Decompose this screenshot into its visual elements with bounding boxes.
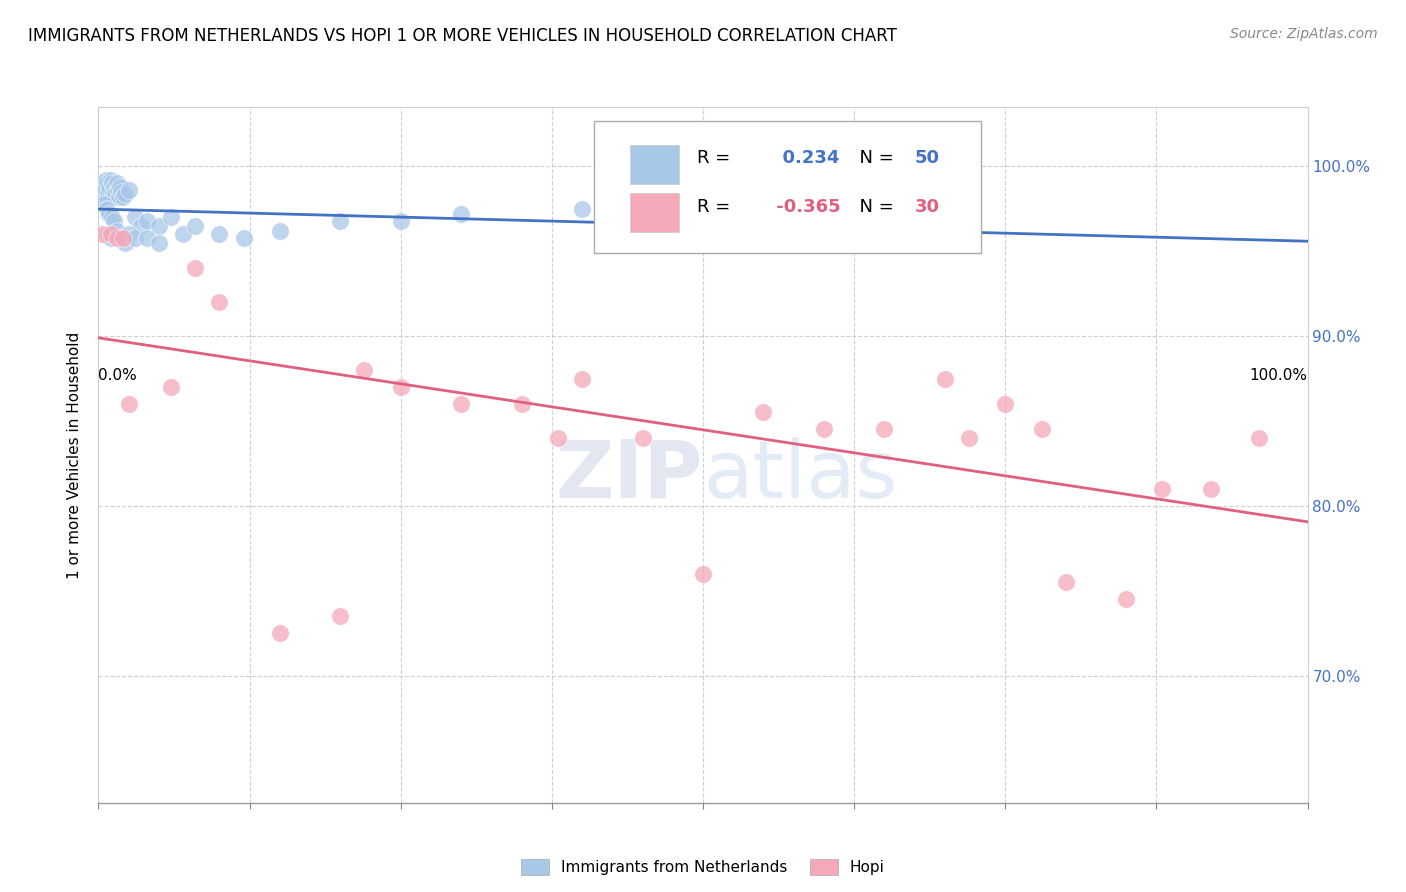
Point: [692, 566, 714, 581]
Text: 30: 30: [915, 197, 939, 216]
Point: [110, 185, 132, 199]
Point: [184, 219, 207, 233]
Text: Source: ZipAtlas.com: Source: ZipAtlas.com: [1230, 27, 1378, 41]
Text: N =: N =: [848, 149, 900, 167]
Point: [93, 179, 115, 194]
Point: [389, 213, 412, 227]
Y-axis label: 1 or more Vehicles in Household: 1 or more Vehicles in Household: [67, 331, 83, 579]
Point: [124, 211, 146, 225]
Point: [1199, 482, 1222, 496]
Legend: Immigrants from Netherlands, Hopi: Immigrants from Netherlands, Hopi: [522, 859, 884, 875]
Text: R =: R =: [697, 149, 735, 167]
Point: [813, 422, 835, 436]
Point: [934, 371, 956, 385]
Point: [172, 227, 194, 242]
Point: [96, 177, 118, 191]
FancyBboxPatch shape: [595, 121, 981, 253]
Text: 0.234: 0.234: [769, 149, 839, 167]
Point: [450, 207, 472, 221]
Point: [631, 431, 654, 445]
Text: R =: R =: [697, 197, 735, 216]
Point: [105, 177, 128, 191]
Point: [1115, 592, 1137, 607]
Point: [96, 202, 118, 216]
Point: [124, 230, 146, 244]
Point: [101, 185, 124, 199]
Point: [160, 211, 183, 225]
Text: -0.365: -0.365: [769, 197, 841, 216]
Point: [97, 227, 120, 242]
Text: IMMIGRANTS FROM NETHERLANDS VS HOPI 1 OR MORE VEHICLES IN HOUSEHOLD CORRELATION : IMMIGRANTS FROM NETHERLANDS VS HOPI 1 OR…: [28, 27, 897, 45]
Point: [91, 185, 114, 199]
Point: [93, 196, 115, 211]
Point: [1249, 431, 1271, 445]
Point: [184, 261, 207, 276]
Point: [114, 186, 136, 201]
Point: [98, 207, 121, 221]
Point: [100, 227, 122, 242]
Point: [135, 213, 157, 227]
FancyBboxPatch shape: [630, 194, 679, 232]
Point: [135, 230, 157, 244]
Point: [108, 179, 131, 194]
Text: N =: N =: [848, 197, 900, 216]
Point: [108, 190, 131, 204]
Point: [148, 219, 170, 233]
Text: atlas: atlas: [703, 437, 897, 515]
Point: [114, 235, 136, 250]
Point: [510, 397, 533, 411]
Point: [1031, 422, 1053, 436]
Point: [269, 224, 291, 238]
Point: [105, 224, 128, 238]
Point: [269, 626, 291, 640]
Point: [1152, 482, 1174, 496]
Point: [100, 211, 122, 225]
Point: [111, 190, 134, 204]
Point: [957, 431, 980, 445]
Text: ZIP: ZIP: [555, 437, 703, 515]
Text: 100.0%: 100.0%: [1250, 368, 1308, 383]
Point: [148, 235, 170, 250]
Point: [105, 230, 128, 244]
Point: [547, 431, 569, 445]
Point: [100, 230, 122, 244]
Point: [450, 397, 472, 411]
Point: [107, 183, 129, 197]
Point: [571, 371, 593, 385]
Point: [118, 227, 141, 242]
Point: [100, 173, 122, 187]
Point: [389, 380, 412, 394]
FancyBboxPatch shape: [630, 145, 679, 184]
Point: [160, 380, 183, 394]
Point: [1054, 575, 1077, 590]
Point: [97, 185, 120, 199]
Point: [353, 363, 375, 377]
Point: [232, 230, 254, 244]
Point: [129, 219, 152, 233]
Point: [108, 230, 131, 244]
Point: [329, 213, 352, 227]
Point: [104, 186, 127, 201]
Point: [571, 202, 593, 216]
Point: [752, 405, 775, 419]
Point: [752, 202, 775, 216]
Point: [873, 422, 896, 436]
Point: [208, 227, 231, 242]
Point: [90, 177, 112, 191]
Point: [98, 179, 121, 194]
Point: [111, 230, 134, 244]
Point: [118, 183, 141, 197]
Point: [103, 179, 125, 194]
Text: 0.0%: 0.0%: [98, 368, 138, 383]
Point: [329, 609, 352, 624]
Point: [118, 397, 141, 411]
Point: [91, 227, 114, 242]
Point: [101, 227, 124, 242]
Point: [103, 213, 125, 227]
Point: [94, 173, 117, 187]
Text: 50: 50: [915, 149, 939, 167]
Point: [100, 177, 122, 191]
Point: [208, 295, 231, 310]
Point: [994, 397, 1017, 411]
